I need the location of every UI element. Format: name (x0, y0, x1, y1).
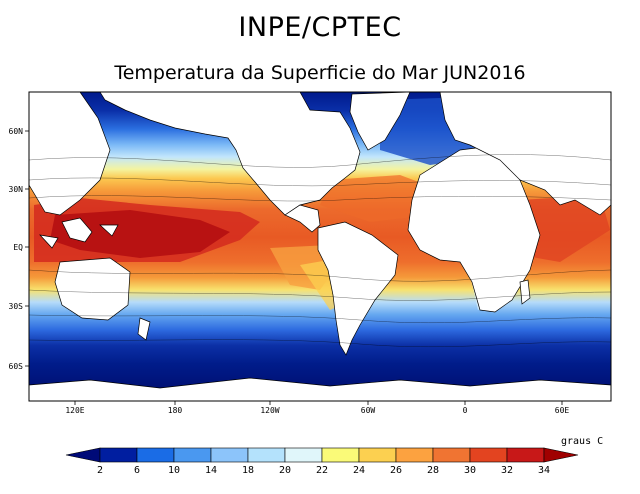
colorbar-segment (321, 447, 360, 463)
page-title: INPE/CPTEC (238, 12, 402, 43)
x-tick-label: 120E (65, 406, 84, 415)
sst-contours (28, 154, 612, 348)
colorbar-segment (99, 447, 138, 463)
x-tick-label: 180 (168, 406, 183, 415)
axis-ticks: 120E 180 120W 60W 0 60E 60N 30N EQ 30S 60S (9, 127, 570, 415)
colorbar-segment (506, 447, 545, 463)
south-america (317, 221, 399, 356)
y-tick-label: 30S (9, 302, 24, 311)
colorbar-label: 22 (316, 465, 328, 476)
colorbar-unit-label: graus C (561, 436, 603, 447)
map-subtitle: Temperatura da Superficie do Mar JUN2016 (114, 62, 526, 84)
colorbar-segment (358, 447, 397, 463)
y-tick-label: 30N (9, 185, 24, 194)
map-frame (28, 91, 612, 402)
colorbar-segment (432, 447, 471, 463)
colorbar-label: 26 (390, 465, 402, 476)
map-area (28, 91, 612, 402)
colorbar-segment (395, 447, 434, 463)
y-tick-label: EQ (13, 243, 23, 252)
asia-west (28, 91, 111, 216)
colorbar-segment (136, 447, 175, 463)
colorbar-label: 32 (501, 465, 513, 476)
x-tick-label: 60E (555, 406, 570, 415)
colorbar-label: 14 (205, 465, 217, 476)
madagascar (519, 279, 531, 305)
colorbar-label: 28 (427, 465, 439, 476)
greenland (349, 91, 411, 151)
landmasses (28, 91, 612, 402)
y-tick-label: 60S (9, 362, 24, 371)
australia (54, 257, 131, 321)
colorbar-label: 18 (242, 465, 254, 476)
colorbar-label: 24 (353, 465, 365, 476)
x-tick-label: 0 (463, 406, 468, 415)
colorbar-label: 34 (538, 465, 550, 476)
colorbar-label: 30 (464, 465, 476, 476)
y-tick-label: 60N (9, 127, 24, 136)
maritime-continent (39, 217, 119, 249)
colorbar-segment (247, 447, 286, 463)
colorbar-min-arrow (65, 447, 101, 463)
warm-pool-regions (34, 175, 610, 262)
colorbar-max-arrow (543, 447, 579, 463)
central-america (284, 204, 321, 233)
colorbar-segment (173, 447, 212, 463)
colorbar-label: 20 (279, 465, 291, 476)
colorbar-segments (65, 447, 579, 463)
x-tick-label: 120W (260, 406, 279, 415)
colorbar-labels: 2 6 10 14 18 20 22 24 26 28 30 32 34 (97, 465, 550, 476)
colorbar-label: 10 (168, 465, 180, 476)
colorbar-label: 6 (134, 465, 140, 476)
x-tick-label: 60W (361, 406, 376, 415)
colorbar-segment (210, 447, 249, 463)
colorbar-segment (469, 447, 508, 463)
colorbar: graus C 2 6 10 14 18 20 22 24 26 28 30 32 34 (65, 436, 603, 476)
colorbar-label: 2 (97, 465, 103, 476)
colorbar-segment (284, 447, 323, 463)
